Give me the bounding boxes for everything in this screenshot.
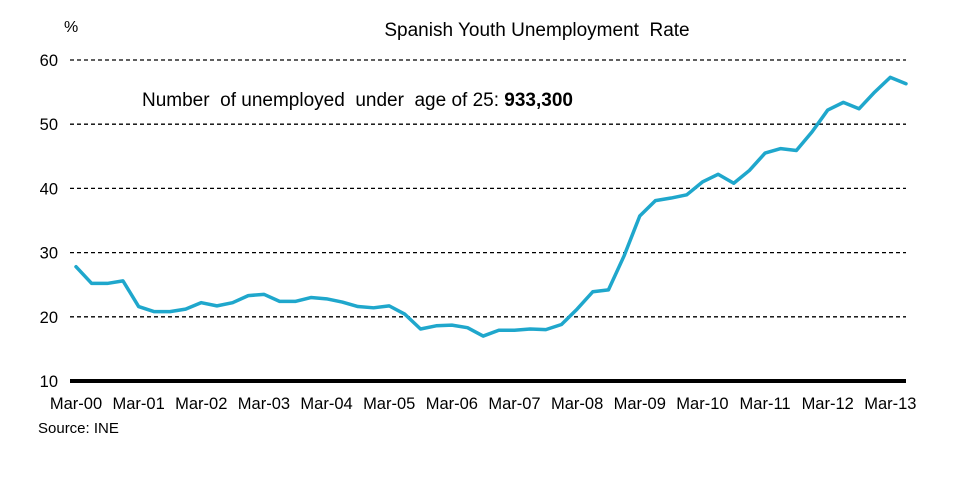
annotation-value: 933,300 bbox=[504, 90, 573, 111]
x-tick-label-mar-07: Mar-07 bbox=[488, 395, 540, 413]
x-tick-label-mar-02: Mar-02 bbox=[175, 395, 227, 413]
x-tick-label-mar-00: Mar-00 bbox=[50, 395, 102, 413]
source-note: Source: INE bbox=[38, 420, 119, 437]
y-tick-label-20: 20 bbox=[40, 309, 58, 327]
x-tick-label-mar-11: Mar-11 bbox=[740, 395, 791, 413]
x-tick-label-mar-08: Mar-08 bbox=[551, 395, 603, 413]
x-tick-label-mar-06: Mar-06 bbox=[426, 395, 478, 413]
unemployed-count-annotation: Number of unemployed under age of 25: 93… bbox=[142, 90, 573, 111]
x-tick-label-mar-09: Mar-09 bbox=[614, 395, 666, 413]
chart-title: Spanish Youth Unemployment Rate bbox=[384, 20, 689, 41]
y-axis-unit-label: % bbox=[64, 19, 78, 36]
series-line-youth-unemployment bbox=[74, 75, 908, 338]
x-tick-label-mar-05: Mar-05 bbox=[363, 395, 415, 413]
x-tick-label-mar-12: Mar-12 bbox=[802, 395, 854, 413]
x-tick-label-mar-03: Mar-03 bbox=[238, 395, 290, 413]
y-tick-label-40: 40 bbox=[40, 180, 58, 198]
x-axis-ticks: Mar-00 Mar-01 Mar-02 Mar-03 Mar-04 Mar-05 Mar-… bbox=[50, 395, 917, 413]
x-tick-label-mar-01: Mar-01 bbox=[113, 395, 165, 413]
y-tick-label-30: 30 bbox=[40, 245, 58, 263]
y-axis-ticks: 10 20 30 40 50 60 bbox=[40, 52, 58, 391]
x-tick-label-mar-10: Mar-10 bbox=[676, 395, 728, 413]
annotation-text: Number of unemployed under age of 25: bbox=[142, 90, 504, 111]
x-tick-label-mar-13: Mar-13 bbox=[864, 395, 916, 413]
y-tick-label-60: 60 bbox=[40, 52, 58, 70]
y-tick-label-10: 10 bbox=[40, 373, 58, 391]
x-tick-label-mar-04: Mar-04 bbox=[300, 395, 352, 413]
y-tick-label-50: 50 bbox=[40, 116, 58, 134]
gridlines bbox=[70, 59, 906, 318]
